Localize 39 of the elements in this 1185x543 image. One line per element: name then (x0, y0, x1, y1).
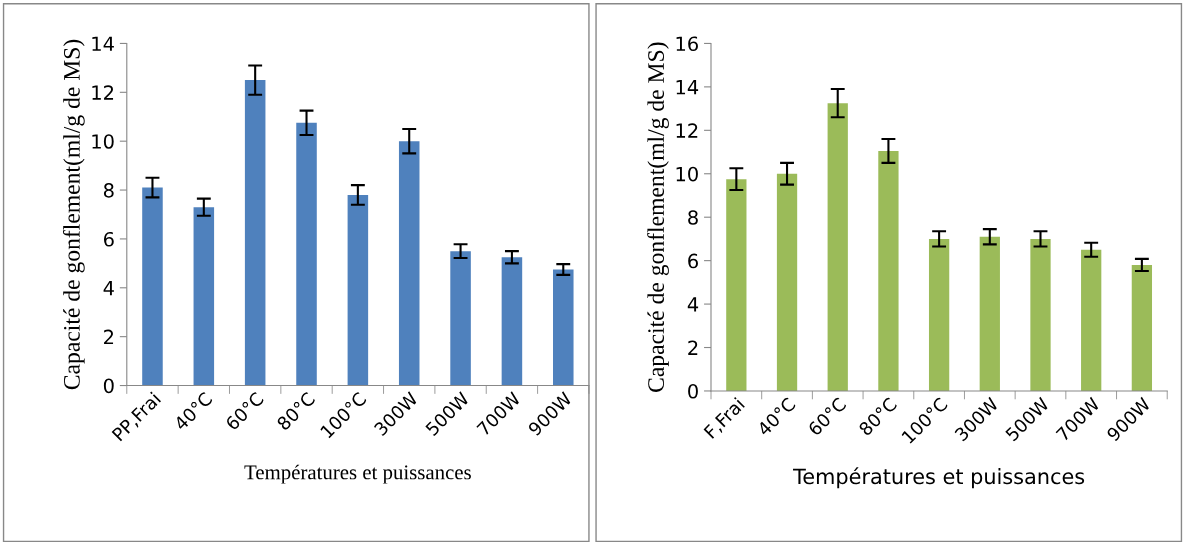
y-tick-label: 0 (103, 378, 114, 394)
bar (928, 238, 950, 391)
bar (347, 194, 369, 386)
x-axis-title: Températures et puissances (793, 467, 1085, 489)
y-tick-label: 14 (676, 80, 699, 95)
y-tick-label: 14 (92, 36, 114, 51)
y-tick-label: 2 (688, 340, 698, 355)
bar (1081, 249, 1102, 391)
y-tick-label: 10 (676, 166, 698, 182)
y-tick-label: 0 (688, 383, 698, 399)
x-axis-title: Températures et puissances (244, 464, 471, 484)
bar (726, 179, 747, 391)
y-tick-label: 16 (676, 36, 698, 52)
bar (193, 207, 215, 386)
bar (450, 251, 471, 386)
bar (878, 150, 899, 391)
y-tick-label: 2 (104, 329, 114, 345)
bar (244, 80, 266, 386)
y-axis-title: Capacité de gonflement(ml/g de MS) (647, 42, 669, 392)
bar (296, 122, 317, 386)
y-tick-label: 4 (103, 281, 114, 296)
y-tick-label: 8 (688, 210, 698, 225)
bar (501, 257, 523, 386)
y-tick-label: 6 (688, 253, 698, 269)
bar (398, 141, 420, 386)
bar (776, 173, 798, 391)
y-tick-label: 12 (676, 123, 698, 138)
bar (827, 103, 848, 391)
bar (1030, 238, 1051, 391)
y-tick-label: 10 (92, 134, 114, 149)
y-tick-label: 12 (92, 85, 114, 100)
y-tick-label: 8 (103, 183, 114, 198)
y-tick-label: 6 (103, 231, 114, 247)
y-axis-title: Capacité de gonflement(ml/g de MS) (62, 39, 85, 390)
bar (142, 187, 163, 386)
bar (1131, 264, 1153, 391)
y-tick-label: 4 (687, 297, 699, 312)
bar (553, 269, 574, 386)
bar (979, 236, 1000, 391)
